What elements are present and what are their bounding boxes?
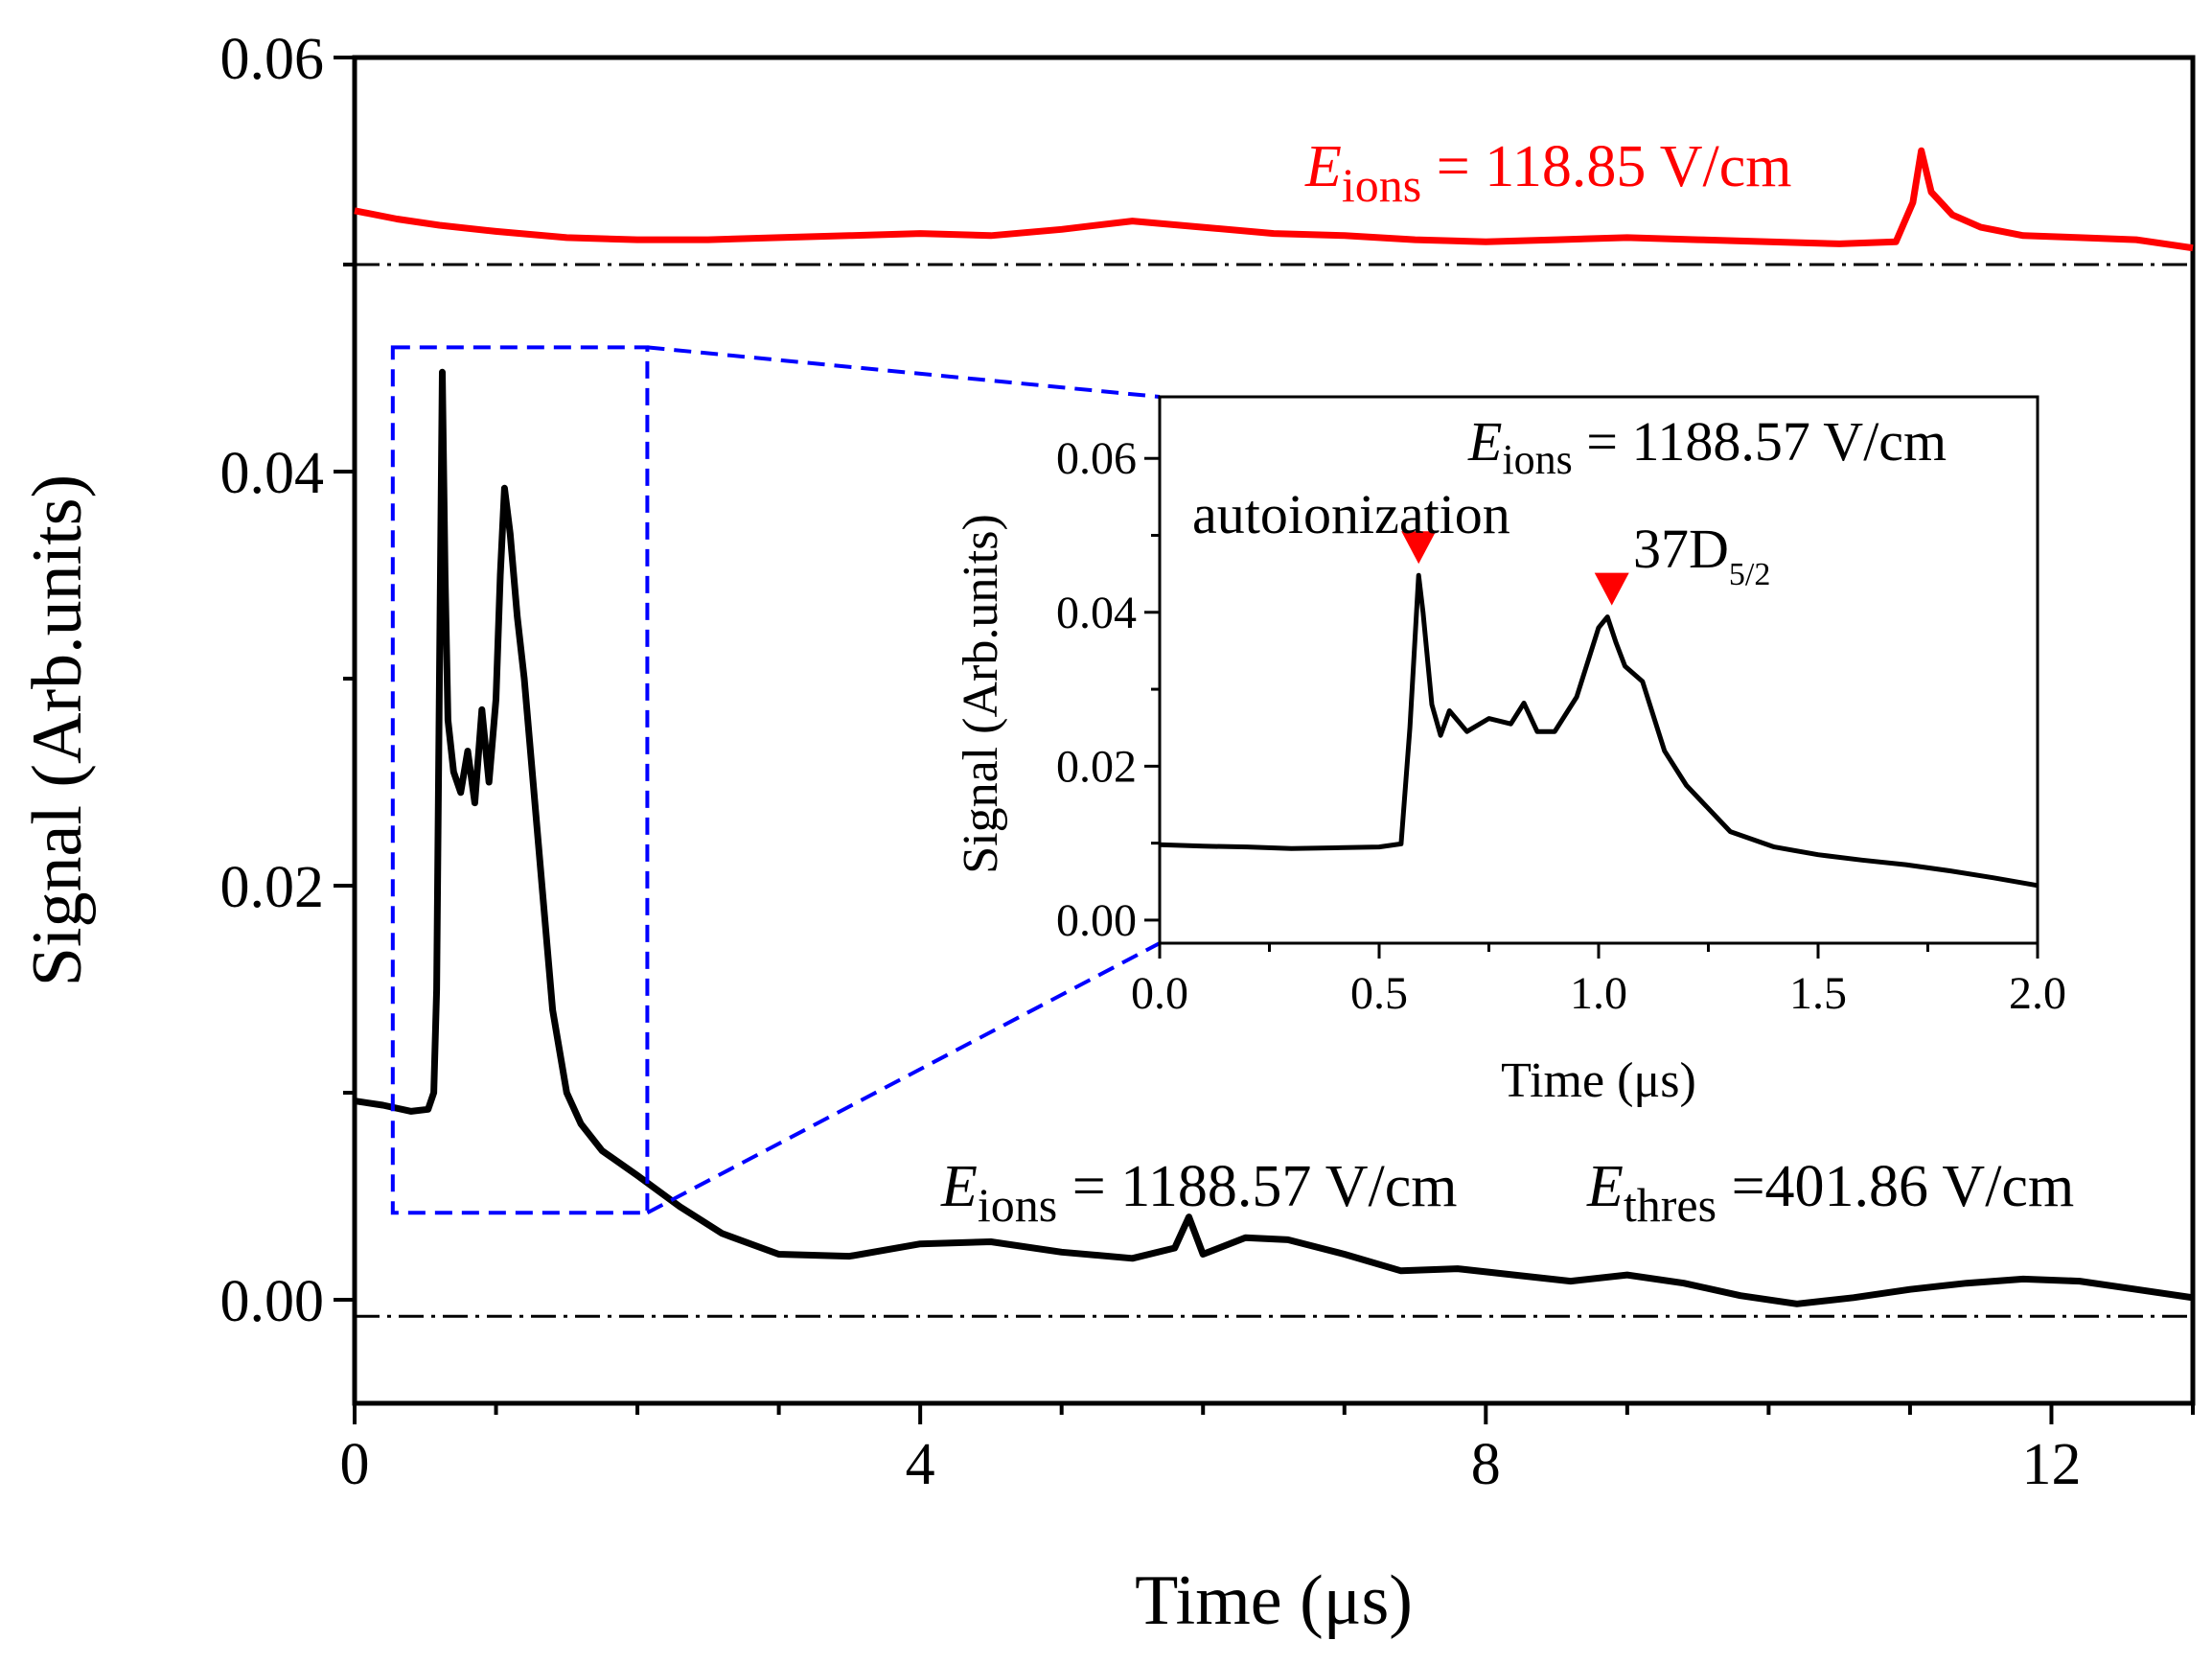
zoom-connector-bottom [646,941,1161,1215]
inset-x-tick-label: 0.5 [1350,968,1408,1019]
main-x-tick-label: 12 [2021,1432,2081,1497]
zoom-connector-top [647,345,1161,399]
inset-y-tick-label: 0.00 [1056,895,1137,946]
threshold-label: Ethres =401.86 V/cm [1586,1154,2074,1232]
zoom-region-box [390,345,650,1215]
state-37d-label: 37D5/2 [1633,518,1770,592]
inset-x-axis-ticks: 0.0 0.5 1.0 1.5 2.0 [1131,943,2066,1019]
inset-x-axis-title: Time (μs) [1501,1053,1696,1108]
inset-series-black-line [1159,572,2039,889]
inset-background [1160,397,2038,943]
main-x-tick-label: 0 [340,1432,370,1497]
main-y-tick-label: 0.06 [220,27,325,92]
red-series-label: Eions = 118.85 V/cm [1304,134,1792,212]
inset-x-tick-label: 1.5 [1789,968,1847,1019]
main-y-tick-label: 0.00 [220,1269,325,1334]
inset-y-tick-label: 0.06 [1056,433,1137,484]
main-x-tick-label: 8 [1471,1432,1501,1497]
inset-series-label: Eions = 1188.57 V/cm [1467,410,1947,483]
main-y-axis-title: Signal (Arb.units) [18,474,97,986]
main-x-axis-ticks: 0 4 8 12 [340,1403,2195,1497]
main-plot-frame [352,55,2196,1406]
main-x-tick-label: 4 [906,1432,935,1497]
inset-peak-marker [1401,531,1437,565]
inset-y-axis-title: Signal (Arb.units) [954,514,1008,874]
autoionization-label: autoionization [1192,483,1510,545]
inset-peak-marker [1594,572,1629,606]
main-y-tick-label: 0.04 [220,441,325,506]
inset-y-tick-label: 0.04 [1056,588,1137,638]
inset-x-tick-label: 0.0 [1131,968,1188,1019]
inset-peak-markers [1401,531,1629,606]
black-series-label: Eions = 1188.57 V/cm [940,1154,1458,1232]
inset-x-tick-label: 1.0 [1570,968,1627,1019]
main-y-tick-label: 0.02 [220,855,325,920]
inset-x-tick-label: 2.0 [2009,968,2066,1019]
main-y-axis-ticks: 0.00 0.02 0.04 0.06 [220,27,355,1334]
main-x-axis-title: Time (μs) [1135,1561,1413,1640]
main-series-black-line [354,368,2194,1307]
main-series-red-line [354,147,2194,252]
inset-y-tick-label: 0.02 [1056,741,1137,792]
inset-y-axis-ticks: 0.00 0.02 0.04 0.06 [1056,433,1160,946]
